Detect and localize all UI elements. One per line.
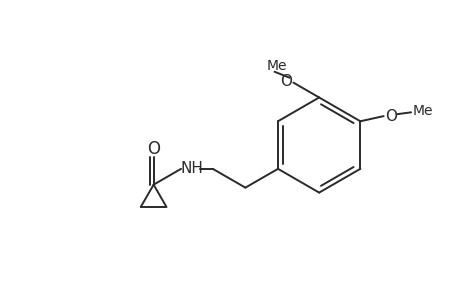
Text: NH: NH	[180, 161, 203, 176]
Text: O: O	[147, 140, 160, 158]
Text: Me: Me	[412, 104, 432, 118]
Text: O: O	[280, 74, 292, 89]
Text: O: O	[385, 109, 397, 124]
Text: Me: Me	[266, 59, 286, 73]
